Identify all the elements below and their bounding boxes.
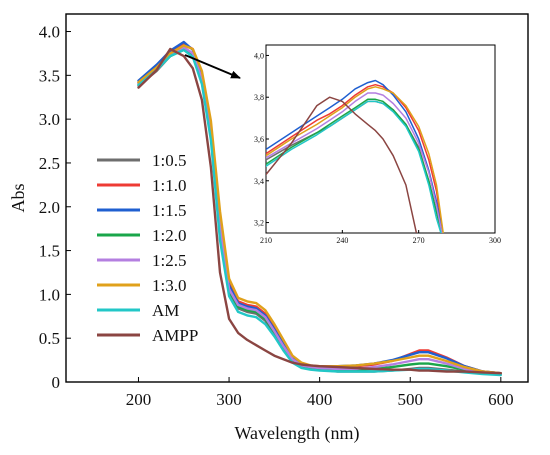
- legend-label-1-2-5: 1:2.5: [152, 251, 186, 270]
- inset-series-line-7: [266, 100, 442, 233]
- x-axis-title: Wavelength (nm): [234, 423, 359, 444]
- inset-pointer-arrow: [184, 54, 241, 79]
- inset-x-tick-label: 300: [489, 236, 501, 245]
- inset-series-line-6: [266, 86, 444, 233]
- inset-x-tick-label: 240: [336, 236, 348, 245]
- main-series-line-1-2-5: [137, 46, 502, 376]
- inset-series-line-4: [266, 98, 443, 233]
- inset-y-tick-label: 3,8: [254, 93, 264, 102]
- main-y-axis: 0 0.5 1.0 1.5 2.0 2.5 3.0 3.5 4.0: [39, 23, 71, 392]
- y-axis-title: Abs: [8, 183, 28, 212]
- main-x-tick-label: 600: [488, 390, 514, 409]
- inset-series-line-2: [266, 83, 444, 233]
- main-series-line-am: [137, 48, 502, 377]
- legend-label-1-0-5: 1:0.5: [152, 151, 186, 170]
- main-x-axis: 200 300 400 500 600: [126, 377, 514, 409]
- inset-series-line-5: [266, 92, 443, 233]
- inset-series-line-8: [266, 96, 418, 233]
- legend-label-1-3-0: 1:3.0: [152, 276, 186, 295]
- main-x-tick-label: 400: [307, 390, 333, 409]
- inset-series-group: [266, 79, 444, 233]
- legend-label-1-2-0: 1:2.0: [152, 226, 186, 245]
- legend: 1:0.5 1:1.0 1:1.5 1:2.0 1:2.5 1:3.0 AM AMPP: [97, 151, 198, 345]
- main-y-tick-label: 1.5: [39, 242, 60, 261]
- main-x-tick-label: 200: [126, 390, 152, 409]
- main-y-tick-label: 2.0: [39, 198, 60, 217]
- inset-y-tick-label: 3,2: [254, 219, 264, 228]
- inset-y-tick-label: 4,0: [254, 51, 264, 60]
- inset-series-line-3: [266, 79, 443, 233]
- main-x-tick-label: 300: [216, 390, 242, 409]
- legend-label-am: AM: [152, 301, 179, 320]
- main-series-line-1-3-0: [137, 44, 502, 375]
- main-y-tick-label: 3.0: [39, 110, 60, 129]
- inset-y-tick-label: 3,4: [254, 177, 264, 186]
- main-x-tick-label: 500: [397, 390, 423, 409]
- inset-x-axis: 210 240 270 300: [260, 230, 501, 245]
- inset-y-axis: 3,2 3,4 3,6 3,8 4,0: [254, 51, 269, 228]
- inset-plot-frame: [265, 44, 496, 234]
- main-y-tick-label: 3.5: [39, 66, 60, 85]
- main-y-tick-label: 4.0: [39, 23, 60, 42]
- main-y-tick-label: 0.5: [39, 329, 60, 348]
- main-series-line-ampp: [137, 47, 502, 375]
- legend-label-1-1-5: 1:1.5: [152, 201, 186, 220]
- inset-x-tick-label: 270: [413, 236, 425, 245]
- inset-y-tick-label: 3,6: [254, 135, 264, 144]
- main-series-group: [137, 40, 502, 377]
- main-y-tick-label: 2.5: [39, 154, 60, 173]
- main-y-tick-label: 0: [52, 373, 61, 392]
- legend-label-1-1-0: 1:1.0: [152, 176, 186, 195]
- legend-label-ampp: AMPP: [152, 326, 198, 345]
- inset-x-tick-label: 210: [260, 236, 272, 245]
- main-y-tick-label: 1.0: [39, 285, 60, 304]
